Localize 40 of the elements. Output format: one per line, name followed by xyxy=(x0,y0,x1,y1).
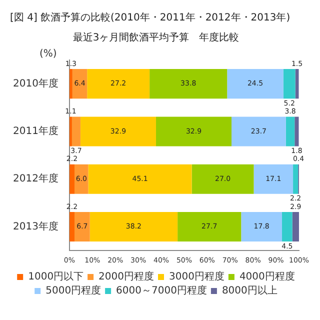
bar xyxy=(286,116,295,146)
legend-label: 8000円以上 xyxy=(222,284,278,297)
legend-label: 5000円程度 xyxy=(46,284,102,297)
bar xyxy=(69,212,74,242)
legend-label: 1000円以下 xyxy=(28,270,84,283)
bar xyxy=(74,164,88,194)
bar xyxy=(241,212,282,242)
bar xyxy=(294,116,299,146)
bar xyxy=(87,69,150,99)
legend-label: 6000～7000円程度 xyxy=(116,284,207,297)
legend-label: 3000円程度 xyxy=(169,270,224,283)
legend-label: 4000円程度 xyxy=(239,270,295,283)
bar xyxy=(69,69,72,99)
bar xyxy=(283,69,296,99)
bar xyxy=(156,116,232,146)
bar xyxy=(178,212,242,242)
bar xyxy=(227,69,284,99)
chart-title: [図 4] 飲酒予算の比較(2010年・2011年・2012年・2013年) xyxy=(10,12,290,24)
y-tick-label: 2012年度 xyxy=(12,172,58,185)
bar xyxy=(293,164,298,194)
bar xyxy=(292,212,299,242)
y-tick-label: 2011年度 xyxy=(12,125,58,138)
bar xyxy=(74,212,90,242)
y-tick-label: 2013年度 xyxy=(12,220,58,232)
bar xyxy=(72,69,88,99)
bar xyxy=(80,116,156,146)
bar xyxy=(282,212,292,242)
y-tick-label: 2010年度 xyxy=(12,77,58,90)
bar xyxy=(192,164,254,194)
bar xyxy=(90,212,178,242)
text: (%) xyxy=(39,48,57,60)
bar xyxy=(232,116,286,146)
bar xyxy=(69,164,74,194)
bar xyxy=(150,69,228,99)
chart-subtitle: 最近3ヶ月間飲酒平均予算 年度比較 xyxy=(72,32,240,44)
bar xyxy=(88,164,192,194)
bar xyxy=(254,164,294,194)
bar xyxy=(69,116,72,146)
bar xyxy=(72,116,80,146)
legend-label: 2000円程度 xyxy=(98,270,154,283)
